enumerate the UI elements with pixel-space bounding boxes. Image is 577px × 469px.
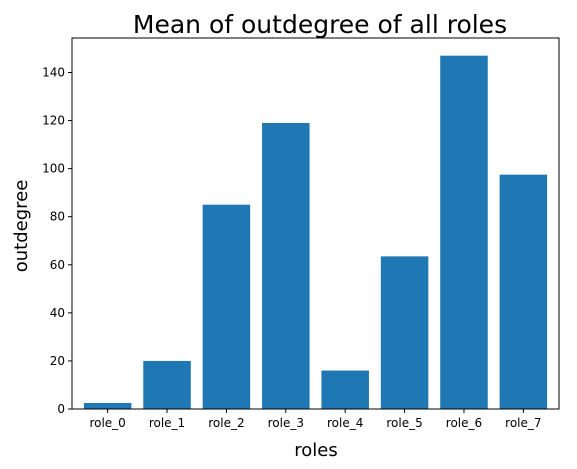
x-tick-label: role_6: [446, 416, 482, 430]
x-tick-label: role_4: [327, 416, 363, 430]
x-tick-label: role_5: [386, 416, 422, 430]
x-axis-ticks: role_0 role_1 role_2 role_3 role_4 role_5 role…: [89, 409, 541, 430]
x-tick-label: role_7: [505, 416, 541, 430]
y-axis-ticks: 0 20 40 60 80 100 120 140: [42, 65, 72, 416]
bar-role_0: [84, 403, 132, 409]
x-tick-label: role_2: [208, 416, 244, 430]
bar-role_2: [203, 205, 251, 409]
y-tick-label: 40: [50, 306, 65, 320]
plot-area: [84, 56, 547, 409]
x-tick-label: role_1: [149, 416, 185, 430]
x-tick-label: role_0: [89, 416, 125, 430]
bar-role_1: [143, 361, 191, 409]
bar-role_6: [440, 56, 488, 409]
bar-role_4: [321, 371, 369, 409]
bar-role_3: [262, 123, 310, 409]
y-tick-label: 80: [50, 210, 65, 224]
y-tick-label: 140: [42, 65, 65, 79]
chart-title: Mean of outdegree of all roles: [133, 10, 507, 39]
y-axis-label: outdegree: [11, 180, 32, 273]
x-axis-label: roles: [294, 440, 337, 461]
y-tick-label: 0: [57, 402, 65, 416]
y-tick-label: 60: [50, 258, 65, 272]
x-tick-label: role_3: [268, 416, 304, 430]
y-tick-label: 20: [50, 354, 65, 368]
bar-role_7: [500, 175, 548, 409]
y-tick-label: 120: [42, 114, 65, 128]
bar-role_5: [381, 256, 429, 409]
y-tick-label: 100: [42, 162, 65, 176]
